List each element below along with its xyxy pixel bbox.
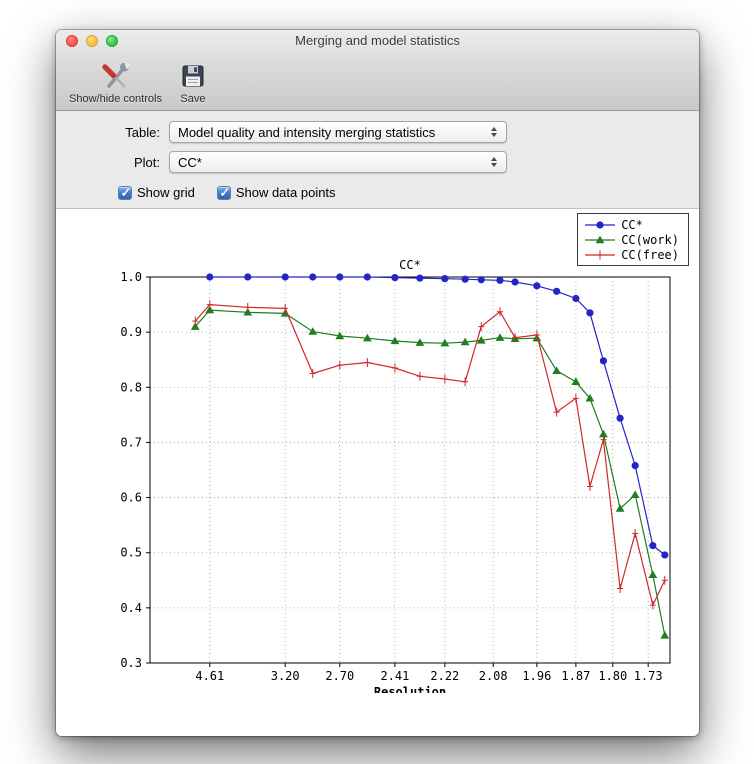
toolbar: Show/hide controls Save [56,52,699,110]
svg-text:1.87: 1.87 [561,669,590,683]
svg-text:0.9: 0.9 [120,325,142,339]
figure-area: 0.3 0.4 0.5 0.6 0.7 0.8 0.9 1.0 4.61 3.20 2.70 2.41… [56,209,699,736]
toolbar-button-label: Save [180,93,206,105]
svg-text:2.22: 2.22 [430,669,459,683]
show-hide-controls-button[interactable]: Show/hide controls [62,59,169,106]
app-window: Merging and model statistics Show/hide c… [56,30,699,736]
popup-arrows-icon [486,127,502,137]
table-label: Table: [125,124,160,140]
legend-entry: CC(free) [583,247,679,262]
zoom-button[interactable] [106,35,118,47]
toolbar-button-label: Show/hide controls [69,93,162,105]
chart-canvas: 0.3 0.4 0.5 0.6 0.7 0.8 0.9 1.0 4.61 3.20 2.70 2.41… [68,233,699,699]
svg-text:0.3: 0.3 [120,656,142,670]
show-grid-checkbox[interactable]: Show grid [118,185,195,201]
titlebar[interactable]: Merging and model statistics [56,30,699,52]
svg-text:1.80: 1.80 [598,669,627,683]
checkbox-check-icon [118,185,132,201]
svg-text:CC*: CC* [399,258,421,272]
plot-select[interactable]: CC* [169,151,507,173]
svg-text:2.08: 2.08 [479,669,508,683]
legend-entry: CC* [583,217,679,232]
save-button[interactable]: Save [173,59,213,106]
window-title: Merging and model statistics [295,33,460,48]
window-chrome: Merging and model statistics Show/hide c… [56,30,699,111]
traffic-lights [66,35,118,47]
svg-text:Resolution: Resolution [374,685,446,693]
table-select[interactable]: Model quality and intensity merging stat… [169,121,507,143]
table-select-value: Model quality and intensity merging stat… [178,124,436,140]
svg-text:0.7: 0.7 [120,435,142,449]
svg-text:4.61: 4.61 [195,669,224,683]
save-icon [180,60,206,92]
chart-legend: CC* CC(work) CC(free) [577,213,689,266]
show-data-points-checkbox[interactable]: Show data points [216,185,336,201]
svg-text:2.70: 2.70 [325,669,354,683]
svg-text:1.96: 1.96 [522,669,551,683]
plot-label: Plot: [133,154,160,170]
svg-text:2.41: 2.41 [380,669,409,683]
show-grid-label: Show grid [137,185,195,200]
svg-text:3.20: 3.20 [271,669,300,683]
plot-select-value: CC* [178,154,202,170]
checkbox-check-icon [216,185,231,201]
svg-text:0.4: 0.4 [120,601,142,615]
show-data-points-label: Show data points [235,185,336,200]
tools-icon [100,60,131,92]
popup-arrows-icon [486,157,502,167]
controls-panel: Table: Model quality and intensity mergi… [56,111,699,209]
minimize-button[interactable] [86,35,98,47]
svg-text:1.73: 1.73 [634,669,663,683]
svg-text:1.0: 1.0 [120,270,142,284]
svg-text:0.5: 0.5 [120,546,142,560]
close-button[interactable] [66,35,78,47]
legend-entry: CC(work) [583,232,679,247]
svg-text:0.6: 0.6 [120,491,142,505]
svg-text:0.8: 0.8 [120,380,142,394]
